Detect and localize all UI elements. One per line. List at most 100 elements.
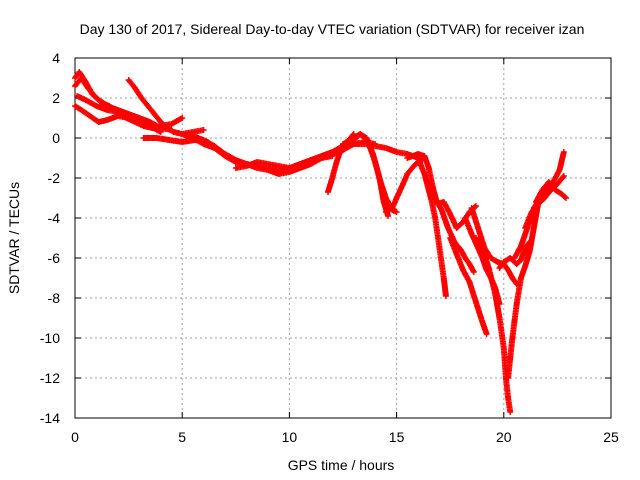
data-point	[511, 276, 514, 280]
data-point	[352, 136, 355, 140]
data-point	[481, 246, 484, 250]
data-point	[560, 192, 563, 196]
data-point	[530, 210, 533, 214]
data-point	[423, 172, 426, 176]
data-point	[406, 152, 409, 156]
data-point	[506, 396, 510, 400]
data-point	[562, 150, 566, 154]
data-point	[298, 162, 302, 166]
data-point	[513, 256, 516, 260]
data-point	[298, 166, 302, 170]
data-point	[481, 320, 484, 324]
chart-title: Day 130 of 2017, Sidereal Day-to-day VTE…	[80, 21, 585, 37]
data-point	[509, 256, 512, 260]
data-point	[142, 136, 145, 140]
series-markers	[522, 173, 567, 231]
series-arc-24	[522, 173, 567, 231]
data-point	[498, 316, 501, 320]
data-point	[472, 270, 475, 274]
data-point	[406, 172, 409, 176]
series-arc-12	[340, 131, 400, 215]
data-point	[170, 122, 173, 126]
data-point	[335, 160, 338, 164]
data-point	[476, 226, 480, 230]
data-point	[191, 130, 195, 134]
data-point	[423, 154, 426, 158]
data-point	[309, 158, 313, 162]
data-point	[464, 256, 467, 260]
data-point	[468, 262, 471, 266]
data-point	[438, 246, 441, 250]
data-point	[140, 96, 143, 100]
data-point	[502, 346, 505, 350]
data-point	[509, 410, 512, 414]
data-point	[181, 116, 184, 120]
x-tick-label: 10	[282, 429, 298, 445]
data-point	[536, 202, 540, 206]
data-point	[515, 302, 518, 306]
data-point	[352, 142, 355, 146]
data-point	[234, 166, 237, 170]
x-tick-label: 0	[71, 429, 79, 445]
data-point	[202, 128, 205, 132]
data-point	[363, 142, 366, 146]
data-point	[485, 332, 488, 336]
data-point	[406, 156, 409, 160]
data-point	[148, 124, 152, 128]
data-point	[416, 152, 420, 156]
x-tick-label: 15	[389, 429, 405, 445]
data-point	[433, 196, 437, 200]
data-point	[326, 190, 330, 194]
data-point	[277, 168, 280, 172]
data-point	[142, 124, 145, 128]
data-point	[427, 180, 430, 184]
data-point	[138, 120, 141, 124]
series-markers	[350, 141, 449, 299]
data-point	[564, 196, 568, 200]
data-point	[474, 204, 478, 208]
data-point	[446, 226, 450, 230]
series-arc-25	[533, 179, 569, 205]
data-point	[127, 112, 130, 116]
data-point	[391, 206, 394, 210]
y-axis-label: SDTVAR / TECUs	[6, 182, 22, 294]
data-point	[159, 126, 162, 130]
data-point	[519, 258, 523, 262]
series-arc-16	[425, 179, 477, 275]
x-tick-label: 25	[603, 429, 619, 445]
data-point	[181, 132, 184, 136]
data-point	[256, 166, 259, 170]
data-point	[449, 236, 452, 240]
data-point	[97, 120, 100, 124]
data-point	[95, 104, 98, 108]
data-point	[519, 244, 523, 248]
data-point	[524, 226, 527, 230]
data-point	[358, 132, 362, 136]
data-point	[159, 120, 162, 124]
data-point	[401, 182, 405, 186]
data-point	[395, 210, 398, 214]
data-point	[524, 264, 527, 268]
data-point	[554, 188, 557, 192]
data-point	[159, 130, 162, 134]
data-point	[288, 170, 291, 174]
data-point	[511, 336, 514, 340]
data-point	[105, 118, 109, 122]
data-point	[524, 246, 527, 250]
data-point	[223, 152, 227, 156]
series-arc-3	[72, 103, 143, 125]
data-point	[245, 164, 248, 168]
data-point	[384, 210, 388, 214]
series-arc-19	[447, 235, 490, 337]
y-tick-label: 0	[52, 130, 60, 146]
data-point	[155, 136, 158, 140]
data-point	[543, 196, 546, 200]
data-point	[191, 134, 195, 138]
y-tick-label: -14	[40, 410, 60, 426]
data-point	[468, 280, 471, 284]
data-point	[395, 196, 398, 200]
data-point	[153, 112, 156, 116]
data-point	[127, 78, 130, 82]
axis-ticks: 0 5 10 15 20 25 -14 -12 -10 -8 -6 -4 -2 0 2 4	[40, 50, 619, 445]
